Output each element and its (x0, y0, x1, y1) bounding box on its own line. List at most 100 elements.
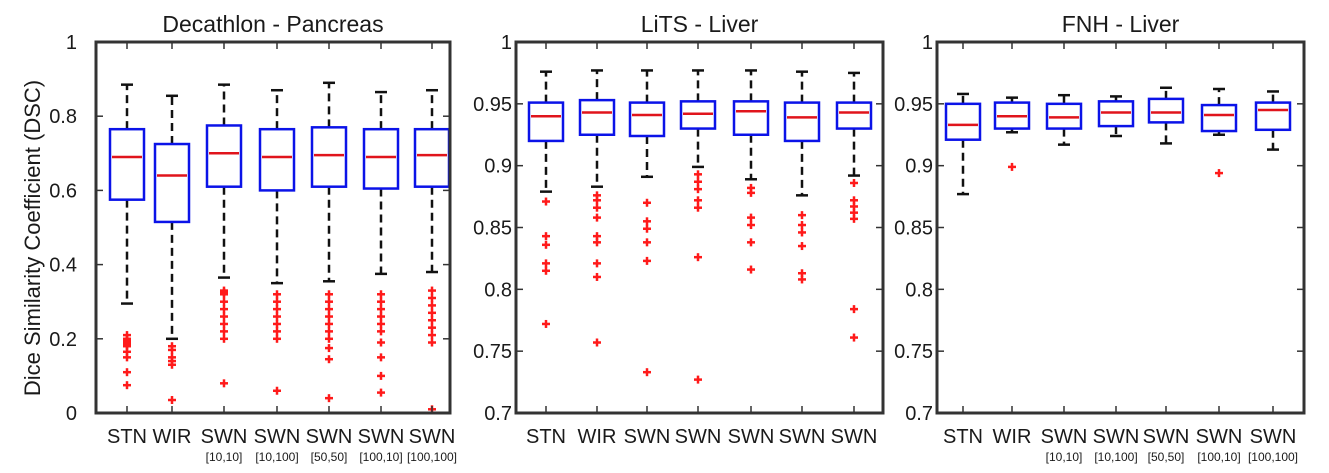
outlier-marker (273, 334, 281, 343)
x-tick-sublabel: [50,50] (1148, 450, 1185, 464)
outlier-marker (593, 272, 601, 281)
outlier-marker (273, 386, 281, 395)
x-tick-label: SWN (1143, 426, 1190, 448)
outlier-marker (325, 312, 333, 321)
outlier-marker (1008, 162, 1016, 171)
box-5 (1147, 86, 1185, 145)
outlier-marker (798, 275, 806, 284)
outlier-marker (1215, 169, 1223, 178)
x-tick-label: SWN (201, 426, 248, 448)
box-1 (944, 92, 982, 196)
box-iqr (205, 124, 243, 188)
outlier-marker (428, 338, 436, 347)
outlier-marker (168, 396, 176, 405)
box-iqr (835, 101, 873, 130)
y-tick-label: 1 (66, 32, 77, 54)
outlier-marker (643, 217, 651, 226)
x-tick-label: WIR (993, 426, 1032, 448)
outlier-marker (428, 286, 436, 295)
outlier-marker (694, 185, 702, 194)
x-tick-label: SWN (1196, 426, 1243, 448)
outlier-marker (377, 353, 385, 362)
x-tick-sublabel: [50,50] (311, 450, 348, 464)
box-iqr (1147, 97, 1185, 124)
outlier-marker (643, 224, 651, 233)
outlier-marker (542, 266, 550, 275)
outlier-marker (694, 375, 702, 384)
outlier-marker (593, 259, 601, 268)
y-tick-label: 0.9 (484, 156, 512, 178)
outlier-marker (325, 394, 333, 403)
outlier-marker (377, 297, 385, 306)
box-6 (783, 70, 821, 284)
x-tick-label: SWN (306, 426, 353, 448)
outlier-marker (643, 368, 651, 377)
plot-frame (94, 40, 452, 415)
box-iqr (628, 101, 666, 138)
outlier-marker (123, 381, 131, 390)
plot-frame (935, 40, 1306, 415)
x-tick-label: STN (107, 426, 147, 448)
x-tick-sublabel: [10,100] (1094, 450, 1137, 464)
y-tick-label: 0.85 (894, 218, 933, 240)
outlier-marker (428, 301, 436, 310)
outlier-marker (542, 232, 550, 241)
x-tick-label: SWN (1041, 426, 1088, 448)
outlier-marker (542, 197, 550, 206)
outlier-marker (273, 327, 281, 336)
outlier-marker (593, 338, 601, 347)
outlier-marker (273, 305, 281, 314)
box-7 (1254, 90, 1292, 151)
box-iqr (527, 101, 565, 143)
x-tick-label: SWN (1250, 426, 1297, 448)
outlier-marker (694, 253, 702, 262)
outlier-marker (798, 228, 806, 237)
outlier-marker (593, 238, 601, 247)
outlier-marker (273, 297, 281, 306)
box-2 (578, 69, 616, 347)
y-tick-label: 1 (922, 32, 933, 54)
x-tick-sublabel: [10,10] (1046, 450, 1083, 464)
outlier-marker (747, 213, 755, 222)
outlier-marker (643, 256, 651, 265)
box-iqr (1200, 103, 1238, 133)
panel-title: LiTS - Liver (641, 11, 759, 37)
y-tick-label: 0.95 (473, 94, 512, 116)
outlier-marker (593, 196, 601, 205)
panel-3: FNH - Liver 0.7 0.75 0.8 0.85 0.9 0.95 1 STN WIR S… (894, 11, 1306, 464)
y-tick-label: 0.75 (473, 341, 512, 363)
box-4 (1097, 95, 1135, 138)
outlier-marker (273, 290, 281, 299)
box-3 (1045, 93, 1083, 146)
x-tick-sublabel: [100,10] (359, 450, 402, 464)
y-tick-label: 1 (501, 32, 512, 54)
outlier-marker (694, 177, 702, 186)
outlier-marker (542, 259, 550, 268)
outlier-marker (694, 203, 702, 212)
outlier-marker (542, 319, 550, 328)
outlier-marker (325, 334, 333, 343)
box-2 (153, 94, 191, 405)
box-1 (108, 83, 146, 390)
outlier-marker (377, 338, 385, 347)
x-tick-sublabel: [100,100] (407, 450, 457, 464)
outlier-marker (377, 388, 385, 397)
box-iqr (362, 127, 400, 190)
box-iqr (153, 142, 191, 224)
y-tick-label: 0.8 (905, 279, 933, 301)
outlier-marker (220, 334, 228, 343)
outlier-marker (377, 371, 385, 380)
outlier-marker (850, 305, 858, 314)
outlier-marker (325, 344, 333, 353)
y-tick-label: 0.7 (905, 403, 933, 425)
outlier-marker (798, 221, 806, 230)
y-tick-label: 0.2 (49, 329, 77, 351)
box-7 (413, 88, 451, 414)
outlier-marker (428, 323, 436, 332)
outlier-marker (325, 319, 333, 328)
x-tick-sublabel: [100,10] (1197, 450, 1240, 464)
x-tick-label: STN (526, 426, 566, 448)
box-7 (835, 71, 873, 342)
box-3 (628, 69, 666, 377)
